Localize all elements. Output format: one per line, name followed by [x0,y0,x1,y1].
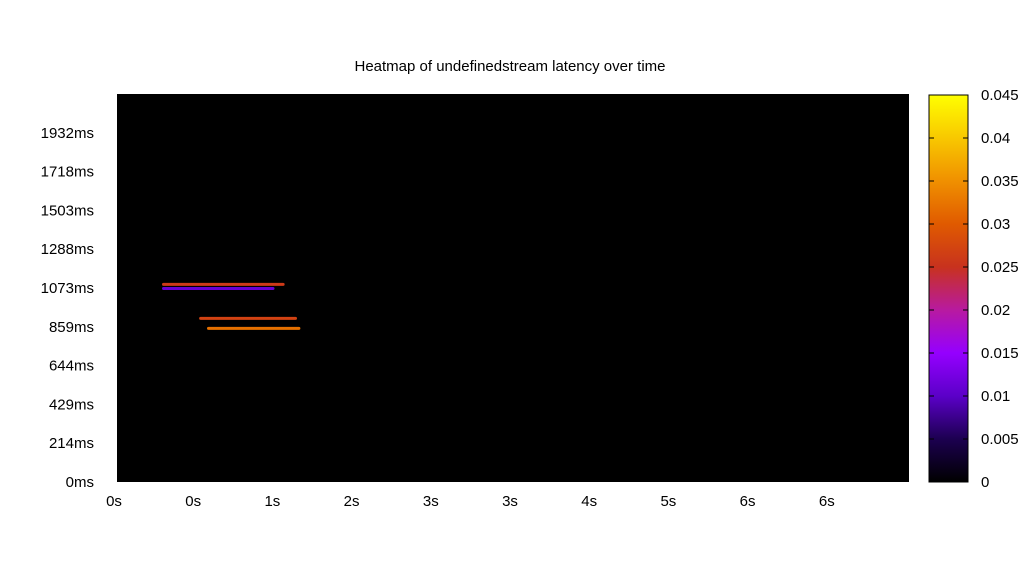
x-tick-label: 3s [423,493,439,510]
colorbar-tick-label: 0.035 [981,173,1019,190]
x-tick-label: 4s [581,493,597,510]
x-tick-label: 6s [740,493,756,510]
y-tick-label: 1288ms [41,241,94,258]
x-tick-label: 6s [819,493,835,510]
colorbar-axis: 0 0.005 0.01 0.015 0.02 0.025 0.03 0.035 0.04 0.0… [929,87,1019,491]
colorbar-tick-label: 0.03 [981,216,1010,233]
heatmap-cell [199,316,297,320]
y-tick-label: 1932ms [41,125,94,142]
y-tick-label: 214ms [49,435,94,452]
x-tick-label: 2s [344,493,360,510]
colorbar-tick-label: 0.045 [981,87,1019,104]
colorbar-tick-label: 0.01 [981,388,1010,405]
x-tick-label: 0s [106,493,122,510]
y-tick-label: 1718ms [41,164,94,181]
heatmap-cell [162,287,275,291]
x-axis: 0s 0s 1s 2s 3s 3s 4s 5s 6s 6s [106,493,835,510]
x-tick-label: 1s [264,493,280,510]
heatmap-cells [162,282,301,330]
colorbar-tick-label: 0.02 [981,302,1010,319]
colorbar [928,94,969,483]
y-tick-label: 644ms [49,358,94,375]
colorbar-tick-label: 0 [981,474,989,491]
y-tick-label: 429ms [49,396,94,413]
x-tick-label: 3s [502,493,518,510]
colorbar-tick-label: 0.015 [981,345,1019,362]
x-tick-label: 0s [185,493,201,510]
colorbar-tick-label: 0.025 [981,259,1019,276]
x-tick-label: 5s [660,493,676,510]
heatmap-cell [207,326,301,330]
y-tick-label: 1503ms [41,202,94,219]
chart-title: Heatmap of undefinedstream latency over … [355,58,666,75]
y-axis: 0ms 214ms 429ms 644ms 859ms 1073ms 1288ms 1503m… [41,125,94,491]
heatmap-cell [162,282,285,286]
colorbar-tick-label: 0.04 [981,130,1010,147]
y-tick-label: 0ms [66,474,94,491]
y-tick-label: 859ms [49,319,94,336]
colorbar-tick-label: 0.005 [981,431,1019,448]
y-tick-label: 1073ms [41,280,94,297]
